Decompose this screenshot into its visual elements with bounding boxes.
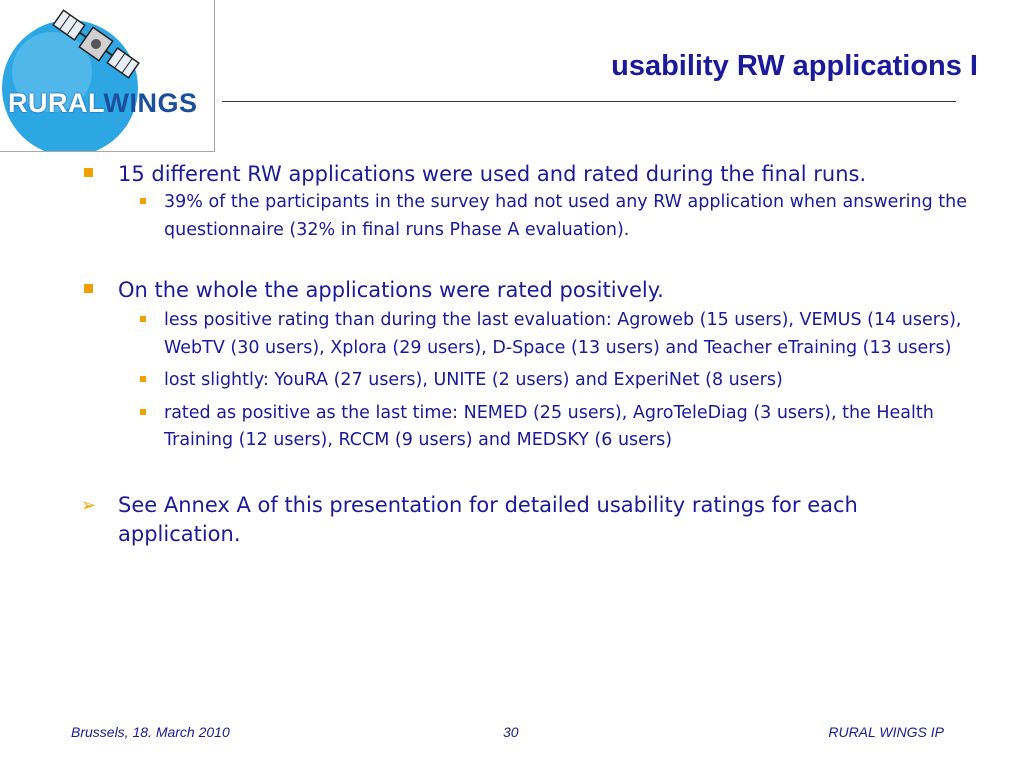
page-number: 30 [503,724,519,740]
bullet-text: On the whole the applications were rated… [118,278,664,302]
slide-title: usability RW applications I [611,50,978,82]
logo-text-rural: RURAL [8,88,104,118]
sub-bullet-item: rated as positive as the last time: NEME… [118,400,980,455]
sub-bullet-text: less positive rating than during the las… [164,310,962,358]
footer-org: RURAL WINGS IP [828,724,944,740]
satellite-icon [2,9,140,151]
slide-content: 15 different RW applications were used a… [80,160,980,549]
sub-bullet-text: rated as positive as the last time: NEME… [164,402,934,451]
square-bullet-icon [140,408,146,415]
logo-text-wings: WINGS [103,88,198,118]
footer-date: Brussels, 18. March 2010 [71,724,230,740]
spacer [80,244,980,276]
square-bullet-icon [84,284,93,293]
title-divider [222,101,956,102]
spacer [80,455,980,491]
ruralwings-logo: RURALWINGS [0,0,215,152]
square-bullet-icon [140,376,146,382]
bullet-item: 15 different RW applications were used a… [80,160,980,189]
sub-bullet-text: lost slightly: YouRA (27 users), UNITE (… [164,370,783,390]
sub-bullet-text: 39% of the participants in the survey ha… [164,192,967,240]
sub-bullet-item: lost slightly: YouRA (27 users), UNITE (… [118,367,980,395]
square-bullet-icon [84,168,93,177]
square-bullet-icon [140,198,146,204]
bullet-item: On the whole the applications were rated… [80,276,980,305]
bullet-text: 15 different RW applications were used a… [118,162,867,186]
logo-wordmark: RURALWINGS [8,90,198,117]
sub-bullet-item: less positive rating than during the las… [118,307,980,362]
arrow-bullet-icon: ➢ [81,494,97,516]
sub-bullet-item: 39% of the participants in the survey ha… [118,189,980,244]
bullet-item: ➢ See Annex A of this presentation for d… [80,491,980,549]
bullet-text: See Annex A of this presentation for det… [118,492,858,546]
square-bullet-icon [140,316,146,322]
